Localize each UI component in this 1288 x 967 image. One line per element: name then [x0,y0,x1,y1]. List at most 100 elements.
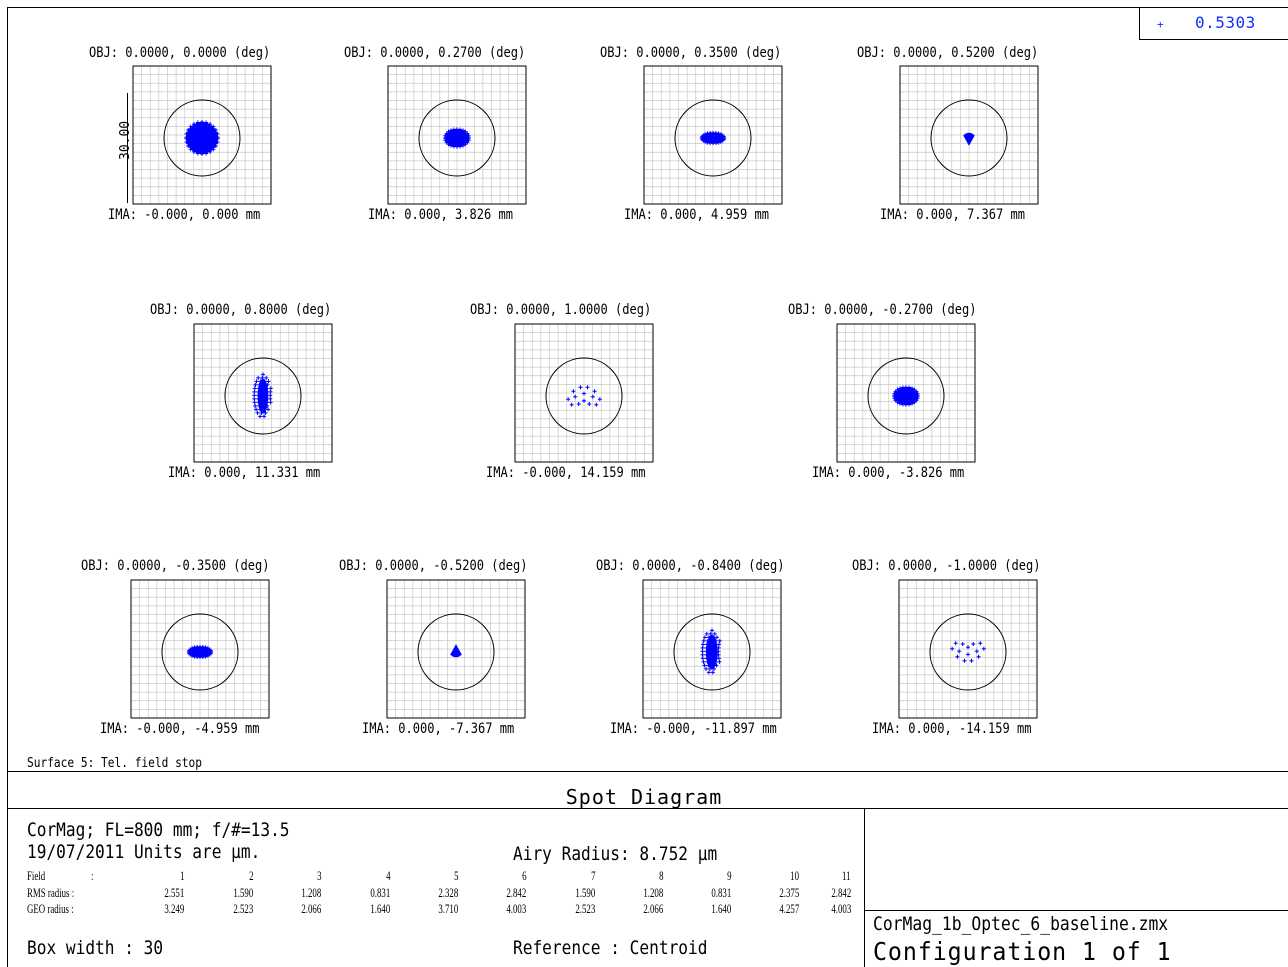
airy-circle [224,357,302,435]
table-cell-field_numbers-2: 2 [248,868,253,883]
date-units: 19/07/2011 Units are µm. [27,841,261,863]
table-cell-field_numbers-6: 6 [521,868,526,883]
spot-box-9 [386,579,526,719]
spot-10 [700,628,722,675]
table-cell-field_numbers-8: 8 [658,868,663,883]
obj-label-4: OBJ: 0.0000, 0.5200 (deg) [857,45,1039,61]
airy-circle [930,99,1008,177]
box-width: Box width : 30 [27,937,164,959]
lens-info: CorMag; FL=800 mm; f/#=13.5 [27,819,290,841]
table-cell-geo-11: 4.003 [831,901,851,916]
ima-label-10: IMA: -0.000, -11.897 mm [610,721,777,737]
table-cell-rms-9: 0.831 [711,885,731,900]
spot-8 [186,644,214,660]
spot-3 [699,130,727,146]
wavelength-marker-icon: + [1157,18,1164,31]
spot-box-7 [836,323,976,463]
ima-label-6: IMA: -0.000, 14.159 mm [486,465,646,481]
table-cell-rms-10: 2.375 [779,885,799,900]
obj-label-3: OBJ: 0.0000, 0.3500 (deg) [600,45,782,61]
footer-divider-title [7,808,1288,809]
spot-2 [443,127,471,149]
ima-label-8: IMA: -0.000, -4.959 mm [100,721,260,737]
table-cell-geo-5: 3.710 [438,901,458,916]
spot-box-4 [899,65,1039,205]
airy-circle [418,99,496,177]
table-field-separator: : [91,868,94,883]
wavelength-value: 0.5303 [1195,13,1256,32]
table-cell-rms-11: 2.842 [831,885,851,900]
table-cell-rms-3: 1.208 [301,885,321,900]
spot-box-5 [193,323,333,463]
ima-label-4: IMA: 0.000, 7.367 mm [880,207,1025,223]
spot-box-3 [643,65,783,205]
obj-label-2: OBJ: 0.0000, 0.2700 (deg) [344,45,526,61]
table-geo-label: GEO radius : [27,901,74,916]
spot-box-2 [387,65,527,205]
table-cell-field_numbers-9: 9 [726,868,731,883]
table-cell-field_numbers-7: 7 [590,868,595,883]
table-cell-rms-4: 0.831 [370,885,390,900]
surface-note: Surface 5: Tel. field stop [27,756,203,771]
configuration: Configuration 1 of 1 [873,937,1172,966]
table-cell-rms-7: 1.590 [575,885,595,900]
airy-circle [867,357,945,435]
spot-box-10 [642,579,782,719]
table-cell-field_numbers-11: 11 [842,868,851,883]
table-cell-rms-1: 2.551 [164,885,184,900]
table-cell-field_numbers-4: 4 [385,868,390,883]
obj-label-6: OBJ: 0.0000, 1.0000 (deg) [470,302,652,318]
table-cell-geo-6: 4.003 [506,901,526,916]
airy-radius: Airy Radius: 8.752 µm [513,843,718,865]
table-cell-geo-2: 2.523 [233,901,253,916]
table-cell-geo-3: 2.066 [301,901,321,916]
footer-divider-vertical [864,808,865,967]
footer-divider-file [864,910,1288,911]
obj-label-1: OBJ: 0.0000, 0.0000 (deg) [89,45,271,61]
wavelength-legend-box [1139,7,1288,40]
spot-box-1 [132,65,272,205]
obj-label-9: OBJ: 0.0000, -0.5200 (deg) [339,558,528,574]
table-cell-geo-10: 4.257 [779,901,799,916]
scale-bar [127,93,128,203]
table-cell-rms-6: 2.842 [506,885,526,900]
spot-box-6 [514,323,654,463]
ima-label-7: IMA: 0.000, -3.826 mm [812,465,965,481]
airy-circle [161,613,239,691]
ima-label-3: IMA: 0.000, 4.959 mm [624,207,769,223]
obj-label-8: OBJ: 0.0000, -0.3500 (deg) [81,558,270,574]
table-cell-geo-1: 3.249 [164,901,184,916]
table-cell-field_numbers-3: 3 [316,868,321,883]
chart-title: Spot Diagram [565,785,723,809]
reference: Reference : Centroid [513,937,708,959]
spot-1 [184,120,220,156]
table-cell-geo-8: 2.066 [643,901,663,916]
obj-label-11: OBJ: 0.0000, -1.0000 (deg) [852,558,1041,574]
table-cell-rms-5: 2.328 [438,885,458,900]
ima-label-5: IMA: 0.000, 11.331 mm [168,465,321,481]
spot-7 [892,385,920,407]
ima-label-2: IMA: 0.000, 3.826 mm [368,207,513,223]
airy-circle [163,99,241,177]
spot-6 [566,385,602,407]
airy-circle [545,357,623,435]
table-cell-geo-9: 1.640 [711,901,731,916]
obj-label-10: OBJ: 0.0000, -0.8400 (deg) [596,558,785,574]
ima-label-11: IMA: 0.000, -14.159 mm [872,721,1032,737]
table-cell-field_numbers-5: 5 [453,868,458,883]
spot-11 [950,641,986,663]
obj-label-7: OBJ: 0.0000, -0.2700 (deg) [788,302,977,318]
ima-label-1: IMA: -0.000, 0.000 mm [108,207,261,223]
spot-box-8 [130,579,270,719]
footer-divider-top [7,771,1288,772]
spot-4 [963,132,975,146]
table-rms-label: RMS radius : [27,885,75,900]
table-cell-rms-2: 1.590 [233,885,253,900]
airy-circle [929,613,1007,691]
table-cell-geo-7: 2.523 [575,901,595,916]
spot-5 [252,372,273,419]
table-cell-field_numbers-1: 1 [179,868,184,883]
table-cell-geo-4: 1.640 [370,901,390,916]
table-cell-rms-8: 1.208 [643,885,663,900]
airy-circle [673,613,751,691]
